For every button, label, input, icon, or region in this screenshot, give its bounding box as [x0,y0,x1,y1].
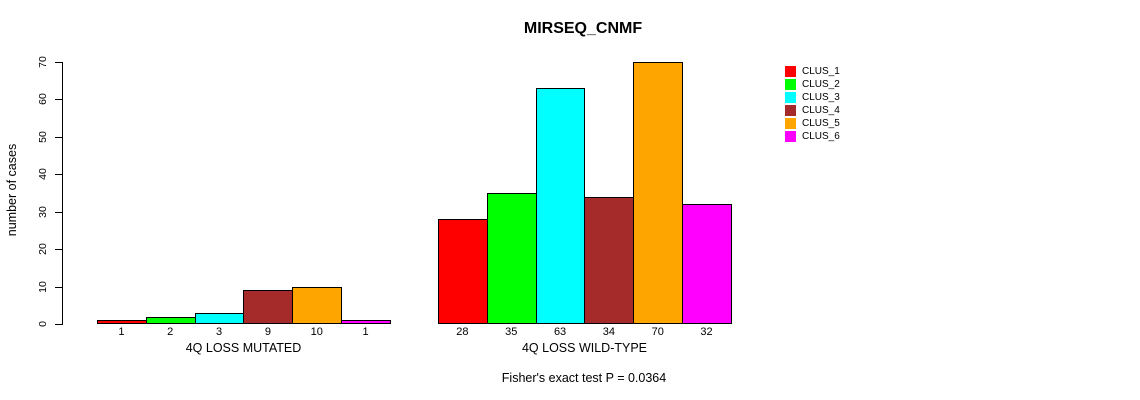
y-tick-label: 70 [37,56,49,68]
legend-label: CLUS_5 [802,118,840,129]
bar-clus_1 [97,320,147,324]
y-axis-tick [55,137,62,138]
legend-label: CLUS_2 [802,79,840,90]
y-axis-tick [55,287,62,288]
bar-value-label: 32 [700,326,713,338]
bar-value-label: 63 [553,326,567,338]
legend-item: CLUS_1 [785,65,840,78]
legend-item: CLUS_3 [785,91,840,104]
bar-clus_3 [194,313,245,324]
bar-value-label: 35 [505,326,518,338]
bar-value-label: 9 [264,326,271,338]
y-axis-label: number of cases [5,143,19,237]
bar-clus_6 [341,320,391,324]
y-axis-tick [55,249,62,250]
y-axis-tick [55,99,62,100]
legend-swatch [785,105,796,116]
legend-item: CLUS_6 [785,130,840,143]
bar-clus_2 [145,317,196,324]
group-label: 4Q LOSS WILD-TYPE [521,341,647,355]
legend-label: CLUS_3 [802,92,840,103]
bar-clus_4 [243,290,294,324]
y-axis-line [62,62,63,325]
bar-clus_4 [584,197,635,324]
legend-item: CLUS_5 [785,117,840,130]
y-axis-tick [55,174,62,175]
chart-title: MIRSEQ_CNMF [523,20,643,37]
legend: CLUS_1 CLUS_2 CLUS_3 CLUS_4 CLUS_5 CLUS_6 [785,65,840,143]
bar-clus_3 [535,88,586,324]
bar-clus_5 [633,62,684,324]
group-label: 4Q LOSS MUTATED [185,341,302,355]
y-axis-tick [55,324,62,325]
legend-label: CLUS_6 [802,131,840,142]
legend-label: CLUS_4 [802,105,840,116]
bar-clus_2 [486,193,537,324]
bar-value-label: 34 [602,326,616,338]
legend-swatch [785,131,796,142]
y-axis-tick [55,62,62,63]
legend-swatch [785,79,796,90]
bar-clus_6 [682,204,732,324]
y-axis-tick [55,212,62,213]
legend-label: CLUS_1 [802,66,840,77]
bar-value-label: 70 [651,326,664,338]
fisher-test-annotation: Fisher's exact test P = 0.0364 [501,371,667,385]
legend-item: CLUS_2 [785,78,840,91]
bar-clus_1 [438,219,488,324]
bar-value-label: 1 [362,326,369,338]
bar-value-label: 3 [216,326,223,338]
bar-value-label: 10 [310,326,323,338]
legend-swatch [785,92,796,103]
bar-clus_5 [292,287,343,324]
bar-value-label: 28 [456,326,469,338]
legend-item: CLUS_4 [785,104,840,117]
legend-swatch [785,66,796,77]
bar-value-label: 2 [167,326,174,338]
bar-value-label: 1 [118,326,125,338]
legend-swatch [785,118,796,129]
